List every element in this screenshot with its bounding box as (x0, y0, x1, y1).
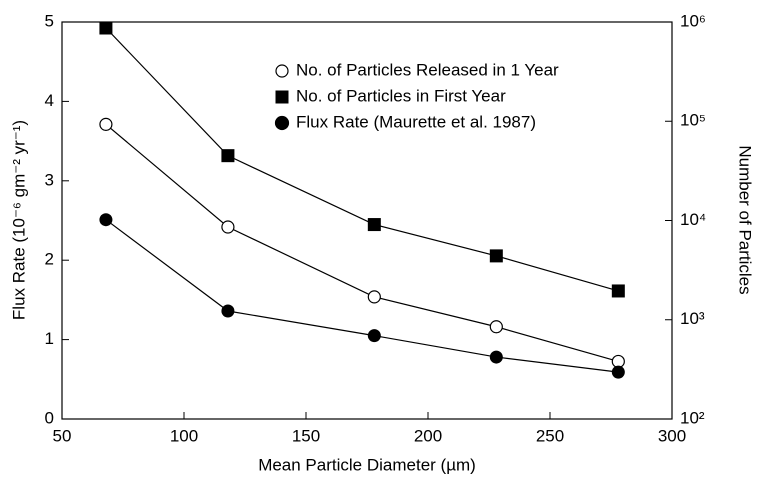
marker (99, 117, 113, 131)
marker (489, 249, 503, 263)
x-tick-label: 250 (536, 426, 564, 445)
marker (489, 350, 503, 364)
marker (221, 304, 235, 318)
x-axis-label: Mean Particle Diameter (µm) (258, 455, 476, 474)
y-tick-label: 4 (45, 91, 54, 110)
series-line (105, 219, 619, 373)
marker (611, 284, 625, 298)
marker (221, 149, 235, 163)
legend-label: No. of Particles Released in 1 Year (296, 60, 559, 79)
marker (611, 365, 625, 379)
y2-axis-label: Number of Particles (736, 145, 755, 294)
marker (367, 290, 381, 304)
x-tick-label: 150 (292, 426, 320, 445)
legend-marker (275, 90, 289, 104)
x-tick-label: 100 (170, 426, 198, 445)
legend-marker (275, 64, 289, 78)
y2-tick-label: 10³ (680, 309, 705, 328)
marker (99, 21, 113, 35)
x-tick-label: 300 (658, 426, 686, 445)
marker (367, 218, 381, 232)
y-tick-label: 1 (45, 329, 54, 348)
marker (367, 329, 381, 343)
x-tick-label: 50 (53, 426, 72, 445)
y2-tick-label: 10⁵ (680, 111, 706, 130)
y-tick-label: 0 (45, 408, 54, 427)
y2-tick-label: 10⁶ (680, 11, 706, 30)
x-tick-label: 200 (414, 426, 442, 445)
y-tick-label: 2 (45, 250, 54, 269)
y2-tick-label: 10⁴ (680, 210, 706, 229)
y-tick-label: 3 (45, 170, 54, 189)
y-tick-label: 5 (45, 11, 54, 30)
series-line (105, 123, 619, 363)
legend-label: No. of Particles in First Year (296, 86, 506, 105)
marker (99, 213, 113, 227)
legend-label: Flux Rate (Maurette et al. 1987) (296, 112, 536, 131)
y2-tick-label: 10² (680, 408, 705, 427)
marker (489, 320, 503, 334)
y-axis-label: Flux Rate (10⁻⁶ gm⁻² yr⁻¹) (9, 120, 28, 320)
legend-marker (274, 115, 290, 131)
marker (221, 220, 235, 234)
